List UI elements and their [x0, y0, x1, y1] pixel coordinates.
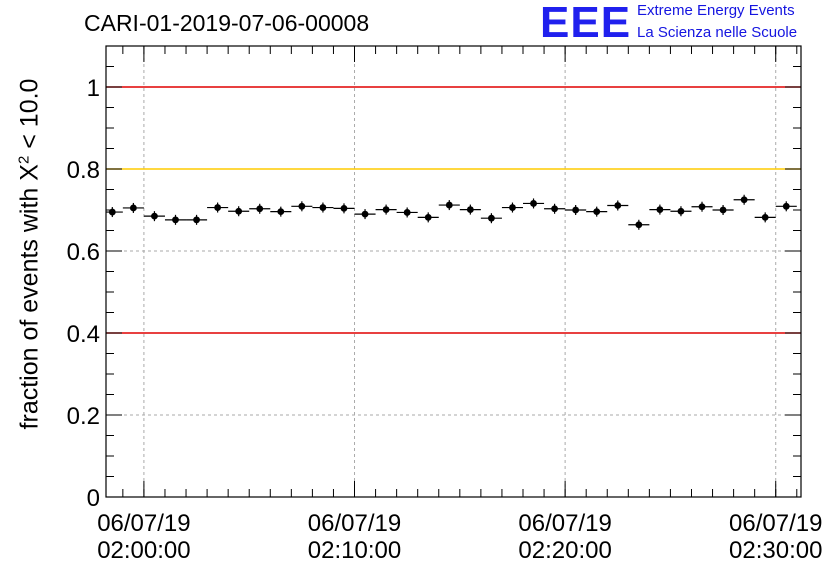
x-tick-label-date: 06/07/19 — [97, 510, 190, 537]
data-point — [333, 203, 355, 214]
data-marker — [445, 201, 453, 209]
data-marker — [319, 204, 327, 211]
y-axis-label-prefix: fraction of events with X — [15, 164, 44, 430]
data-marker — [593, 208, 601, 216]
data-point — [691, 201, 713, 212]
data-point — [417, 212, 439, 223]
data-marker — [382, 206, 390, 213]
plot-frame — [105, 45, 802, 498]
y-tick-label: 0.4 — [67, 321, 100, 348]
data-marker — [635, 221, 643, 229]
y-tick-label: 0.8 — [67, 157, 100, 184]
x-tick-label-date: 06/07/19 — [729, 510, 822, 537]
y-tick-label: 0.6 — [67, 239, 100, 266]
data-marker — [509, 204, 516, 211]
data-point — [249, 203, 271, 214]
data-point — [122, 202, 144, 213]
data-point — [712, 205, 734, 215]
data-point — [164, 214, 187, 225]
x-tick-label-time: 02:30:00 — [729, 537, 822, 564]
reference-lines — [106, 86, 801, 334]
x-tick-label-time: 02:20:00 — [518, 537, 611, 564]
data-marker — [235, 207, 243, 215]
logo-line-2: La Scienza nelle Scuole — [637, 24, 798, 41]
data-point — [754, 212, 776, 223]
data-point — [106, 207, 123, 218]
x-tick-label-time: 02:00:00 — [97, 537, 190, 564]
data-marker — [298, 202, 306, 210]
x-tick-label-time: 02:10:00 — [308, 537, 401, 564]
y-tick-labels: 0 0.2 0.4 0.6 0.8 1 — [67, 75, 100, 512]
data-point — [438, 200, 460, 211]
y-tick-label: 0 — [87, 485, 100, 512]
data-point — [607, 200, 629, 211]
data-point — [501, 202, 523, 213]
data-marker — [551, 205, 558, 213]
data-point — [291, 201, 313, 212]
data-marker — [361, 210, 369, 218]
data-marker — [129, 204, 137, 212]
data-marker — [193, 216, 200, 224]
data-point — [628, 219, 650, 230]
data-marker — [214, 204, 222, 211]
data-point — [544, 203, 566, 214]
data-point — [312, 202, 334, 213]
data-marker — [403, 209, 411, 216]
data-marker — [761, 213, 769, 221]
data-marker — [277, 208, 285, 216]
data-point — [186, 214, 208, 225]
data-point — [375, 204, 397, 215]
data-marker — [256, 205, 264, 213]
data-point — [207, 202, 229, 213]
data-marker — [740, 196, 748, 204]
data-marker — [466, 206, 474, 213]
data-point — [649, 204, 671, 215]
data-marker — [172, 216, 179, 224]
y-tick-label: 1 — [87, 75, 100, 102]
data-marker — [424, 213, 432, 221]
x-tick-label-date: 06/07/19 — [308, 510, 401, 537]
data-marker — [698, 203, 706, 211]
grid-lines — [106, 46, 801, 497]
data-marker — [340, 204, 348, 212]
data-marker — [656, 206, 664, 213]
data-point — [228, 206, 250, 217]
data-point — [565, 205, 587, 215]
logo-line-1: Extreme Energy Events — [637, 2, 795, 19]
x-tick-label-date: 06/07/19 — [518, 510, 611, 537]
data-point — [670, 206, 692, 217]
data-marker — [719, 206, 727, 214]
x-tick-labels: 06/07/1902:00:0006/07/1902:10:0006/07/19… — [97, 510, 822, 564]
y-axis-label-sup: 2 — [15, 155, 33, 165]
data-point — [775, 201, 797, 212]
data-marker — [530, 200, 537, 207]
data-marker — [151, 212, 158, 220]
eee-logo: EEE — [540, 0, 632, 47]
data-points — [106, 194, 797, 230]
data-point — [480, 213, 502, 224]
y-axis-label-suffix: < 10.0 — [15, 78, 44, 156]
chart-title: CARI-01-2019-07-06-00008 — [84, 10, 370, 36]
data-point — [586, 206, 608, 217]
data-point — [396, 207, 418, 218]
data-point — [733, 194, 755, 205]
data-point — [143, 211, 165, 222]
axis-ticks — [106, 45, 801, 498]
data-point — [523, 198, 545, 209]
y-tick-label: 0.2 — [67, 403, 100, 430]
data-point — [354, 209, 376, 220]
data-point — [270, 206, 292, 217]
data-marker — [677, 207, 685, 215]
data-marker — [488, 214, 495, 222]
data-marker — [614, 202, 622, 209]
data-marker — [572, 206, 580, 214]
data-marker — [782, 202, 790, 210]
data-point — [459, 204, 481, 215]
